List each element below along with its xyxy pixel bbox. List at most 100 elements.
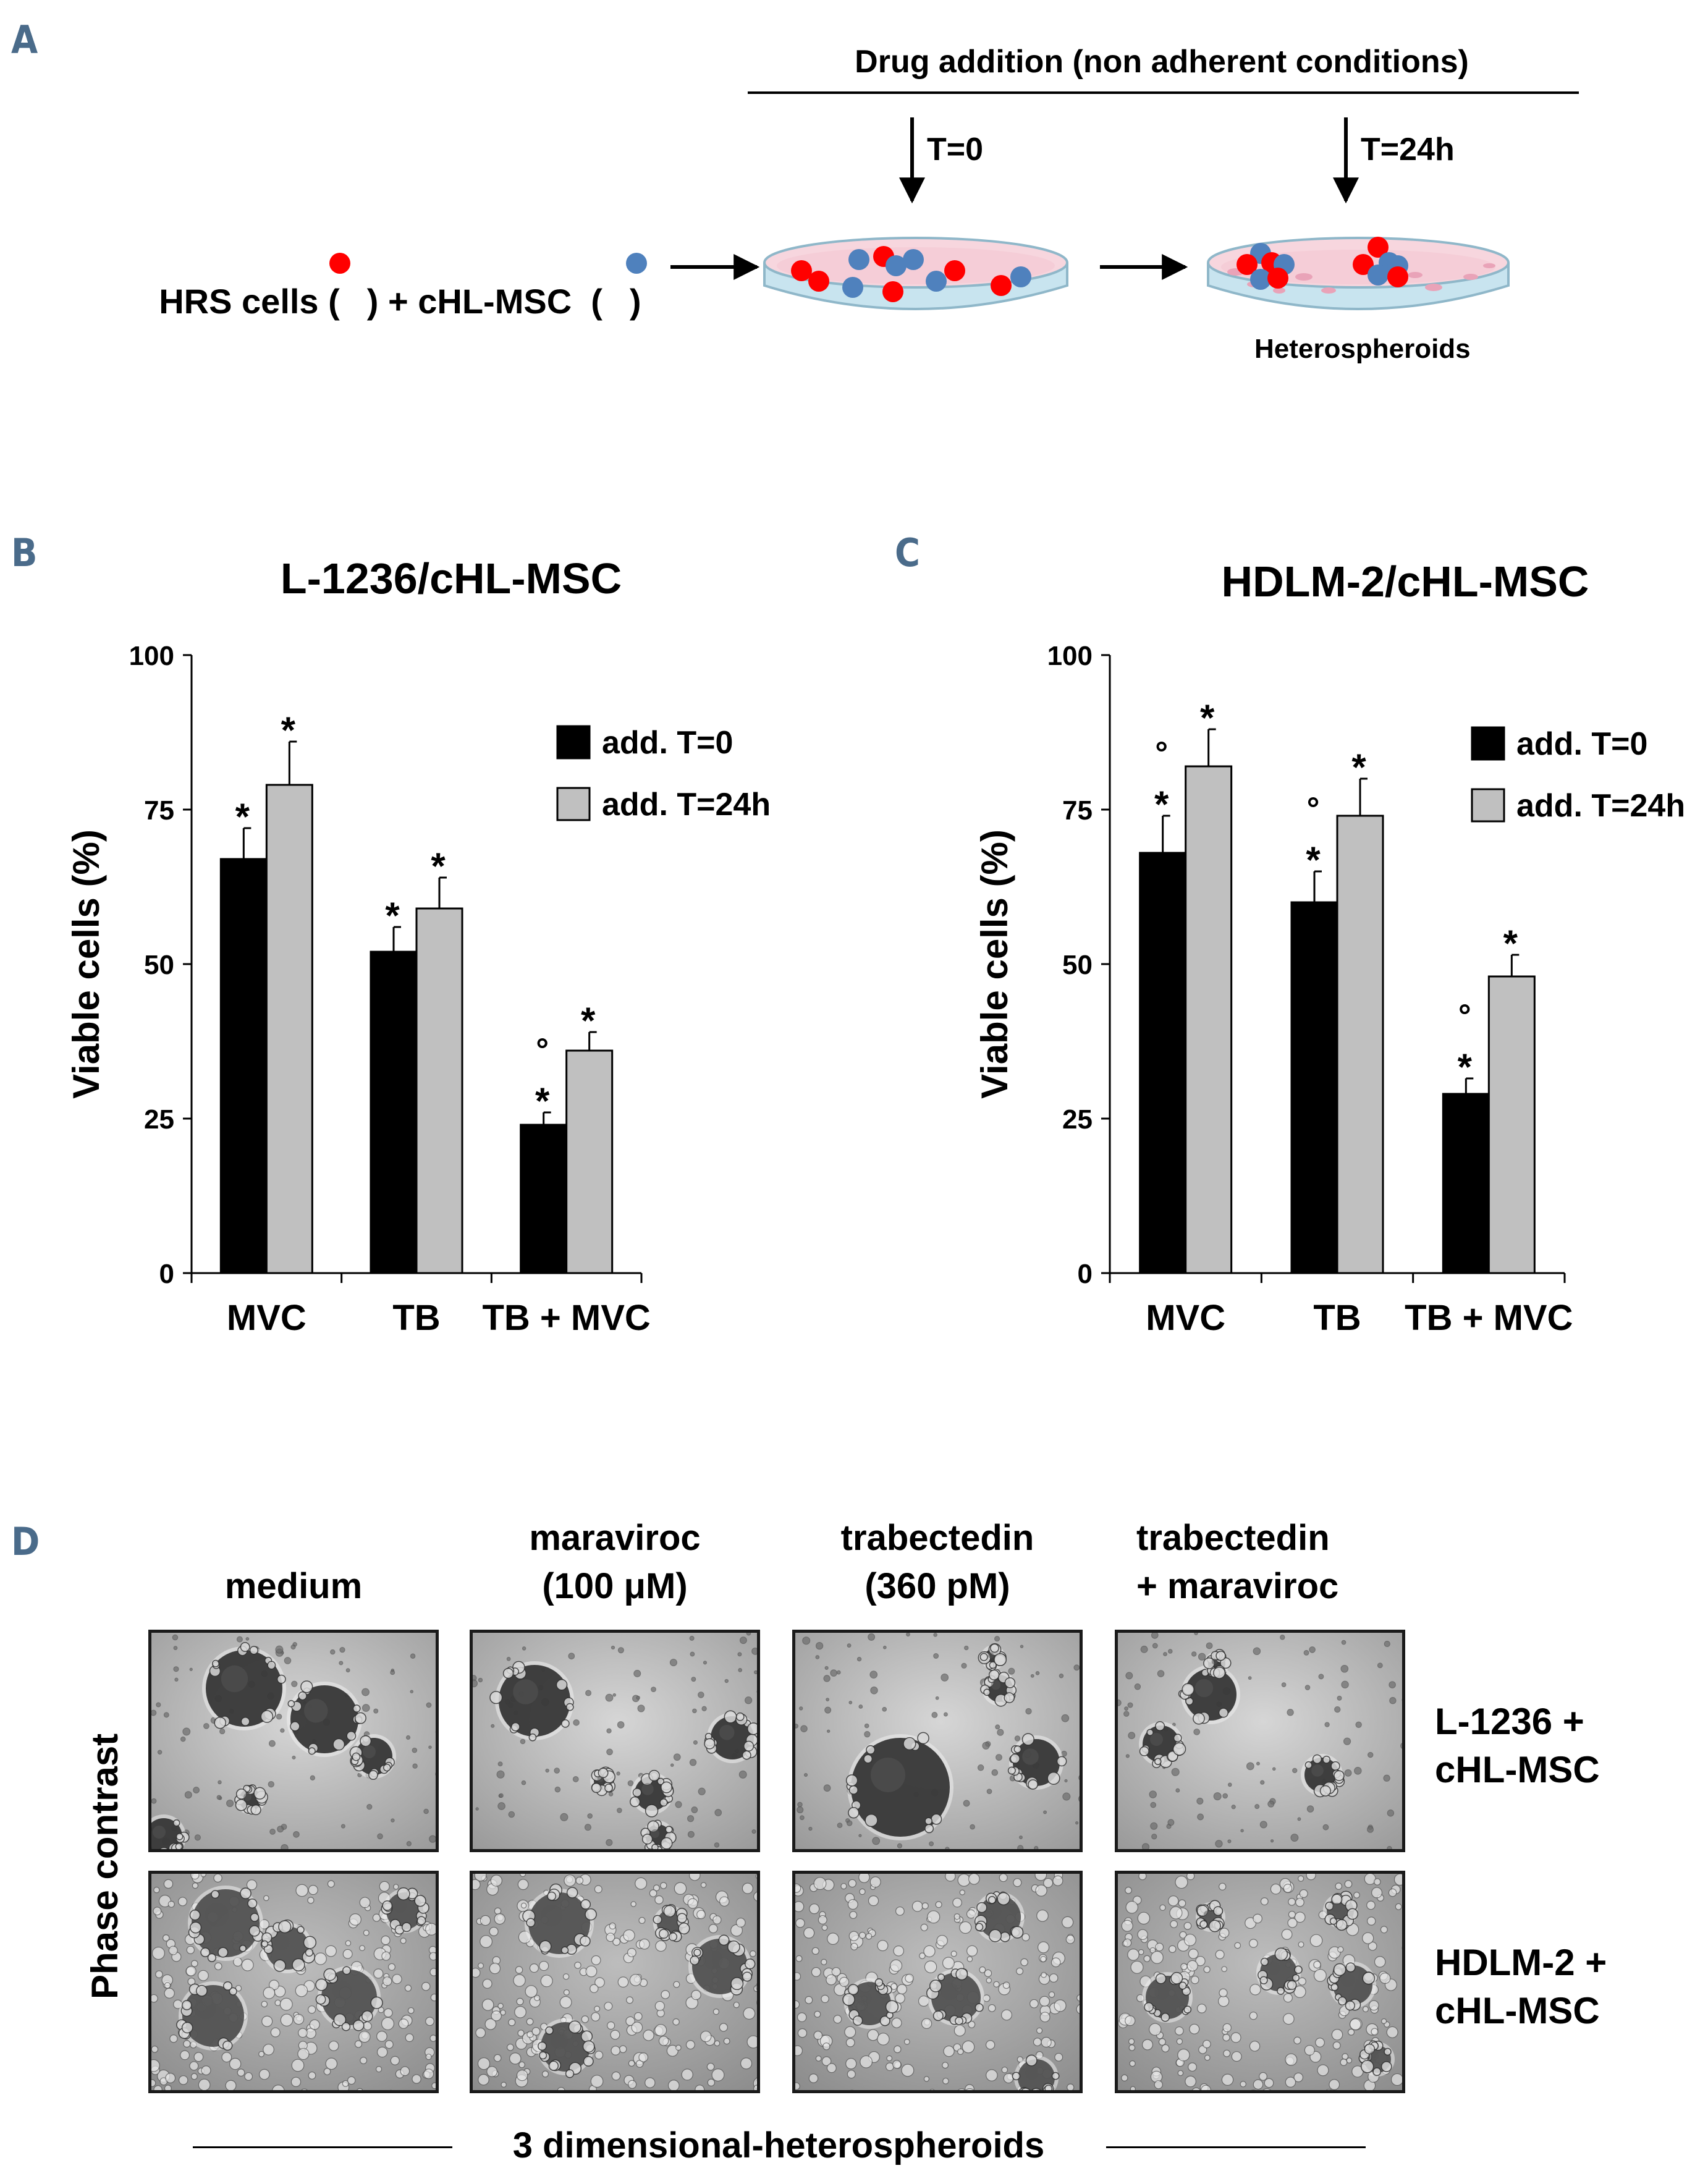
row-label-line2: cHL-MSC bbox=[1435, 1749, 1600, 1790]
significance-marker: ° bbox=[1307, 791, 1320, 827]
cells-suffix: ) bbox=[629, 282, 641, 321]
y-tick-label: 50 bbox=[1062, 950, 1093, 980]
column-label-line2: medium bbox=[224, 1566, 363, 1606]
micrograph-image bbox=[1115, 1871, 1405, 2093]
legend-swatch bbox=[1471, 726, 1505, 761]
bar bbox=[370, 950, 418, 1274]
y-tick-label: 100 bbox=[129, 641, 174, 671]
bar bbox=[520, 1124, 568, 1274]
x-tick-label: MVC bbox=[1146, 1298, 1225, 1338]
row-label: L-1236 + cHL-MSC bbox=[1435, 1698, 1600, 1794]
schematic-cell bbox=[1368, 237, 1389, 258]
y-tick-label: 25 bbox=[144, 1104, 174, 1135]
panel-letter-d: D bbox=[11, 1519, 40, 1564]
legend-label: add. T=0 bbox=[1516, 726, 1647, 762]
heterospheroids-label: Heterospheroids bbox=[1254, 334, 1471, 364]
y-tick-label: 25 bbox=[1062, 1104, 1093, 1135]
legend-label: add. T=24h bbox=[602, 787, 771, 823]
phase-contrast-label: Phase contrast bbox=[84, 1733, 125, 1999]
column-label-line1: trabectedin bbox=[1136, 1518, 1330, 1558]
schematic-cell bbox=[944, 260, 965, 281]
legend-label: add. T=0 bbox=[602, 725, 733, 761]
significance-marker: * bbox=[581, 1000, 596, 1041]
schematic-cell bbox=[882, 281, 903, 302]
column-label-line1: maraviroc bbox=[529, 1518, 701, 1558]
micrograph-image bbox=[1115, 1630, 1405, 1852]
y-tick-label: 0 bbox=[1078, 1259, 1093, 1289]
panel-letter-a: A bbox=[11, 17, 38, 62]
petri-dish-t24 bbox=[1207, 237, 1510, 310]
significance-marker: * bbox=[1503, 923, 1518, 964]
significance-marker: * bbox=[1458, 1046, 1473, 1088]
row-label-line2: cHL-MSC bbox=[1435, 1990, 1600, 2031]
chart-title: HDLM-2/cHL-MSC bbox=[1222, 557, 1589, 606]
significance-marker: * bbox=[281, 709, 296, 751]
significance-marker: * bbox=[1351, 747, 1366, 788]
schematic-cell bbox=[848, 249, 869, 270]
significance-marker: ° bbox=[1155, 735, 1168, 771]
column-label: trabectedin (360 pM) bbox=[780, 1514, 1095, 1611]
schematic-cell bbox=[1010, 266, 1031, 287]
bar bbox=[1290, 901, 1338, 1274]
schematic-cell bbox=[1237, 254, 1258, 275]
x-tick-label: TB bbox=[392, 1298, 440, 1338]
column-label: maraviroc (100 μM) bbox=[457, 1514, 772, 1611]
schematic-cell bbox=[886, 255, 907, 276]
y-axis-label: Viable cells (%) bbox=[66, 829, 107, 1099]
row-label-line1: L-1236 + bbox=[1435, 1701, 1584, 1742]
y-axis-label: Viable cells (%) bbox=[974, 829, 1015, 1099]
chart-hdlm2: HDLM-2/cHL-MSC Viable cells (%) 0 25 50 75 100… bbox=[974, 557, 1685, 1338]
significance-marker: * bbox=[1154, 784, 1169, 825]
petri-dish-t0 bbox=[763, 237, 1068, 310]
bar bbox=[1185, 765, 1233, 1274]
x-tick-label: TB bbox=[1313, 1298, 1361, 1338]
footer-rule-right bbox=[1106, 2146, 1366, 2148]
legend-label: add. T=24h bbox=[1516, 788, 1685, 824]
cells-prefix: HRS cells ( bbox=[159, 282, 340, 321]
hrs-cell-dot bbox=[329, 253, 350, 274]
bar bbox=[1487, 975, 1536, 1274]
column-label: trabectedin + maraviroc bbox=[1136, 1514, 1452, 1611]
significance-marker: * bbox=[535, 1080, 550, 1122]
y-tick-label: 50 bbox=[144, 950, 174, 980]
legend-swatch bbox=[1471, 788, 1505, 823]
legend-swatch bbox=[556, 787, 591, 821]
x-tick-label: TB + MVC bbox=[483, 1298, 651, 1338]
column-label-line1 bbox=[136, 1514, 451, 1562]
bar bbox=[565, 1049, 614, 1274]
x-tick-label: MVC bbox=[227, 1298, 307, 1338]
significance-marker: * bbox=[431, 845, 446, 887]
footer-rule-left bbox=[193, 2146, 452, 2148]
t0-label: T=0 bbox=[927, 132, 984, 167]
bar bbox=[265, 784, 313, 1274]
micrograph-image bbox=[792, 1871, 1083, 2093]
bar bbox=[1336, 815, 1384, 1274]
significance-marker: * bbox=[235, 796, 250, 837]
msc-cell-dot bbox=[626, 253, 647, 274]
y-tick-label: 75 bbox=[144, 795, 174, 826]
panel-letter-c: C bbox=[895, 530, 920, 575]
column-label-line2: (100 μM) bbox=[542, 1566, 688, 1606]
schematic-diagram bbox=[329, 117, 1510, 310]
schematic-cell bbox=[903, 249, 924, 270]
significance-marker: * bbox=[1200, 697, 1215, 739]
micrograph-image bbox=[470, 1630, 760, 1852]
y-tick-label: 0 bbox=[159, 1259, 174, 1289]
schematic-cell bbox=[808, 271, 829, 292]
column-label: medium bbox=[136, 1514, 451, 1611]
bar bbox=[1139, 852, 1187, 1274]
significance-marker: ° bbox=[1458, 998, 1471, 1034]
chart-title: L-1236/cHL-MSC bbox=[281, 554, 622, 603]
legend-swatch bbox=[556, 725, 591, 760]
x-tick-label: TB + MVC bbox=[1405, 1298, 1573, 1338]
bar bbox=[1442, 1093, 1490, 1274]
row-label-line1: HDLM-2 + bbox=[1435, 1942, 1607, 1983]
micrograph-image bbox=[792, 1630, 1083, 1852]
schematic-cell bbox=[991, 275, 1012, 296]
t24-label: T=24h bbox=[1361, 132, 1455, 167]
schematic-cell bbox=[842, 277, 863, 298]
bar bbox=[219, 858, 268, 1274]
schematic-cell bbox=[1250, 269, 1271, 290]
drug-addition-header: Drug addition (non adherent conditions) bbox=[855, 44, 1469, 80]
column-label-line2: (360 pM) bbox=[865, 1566, 1010, 1606]
